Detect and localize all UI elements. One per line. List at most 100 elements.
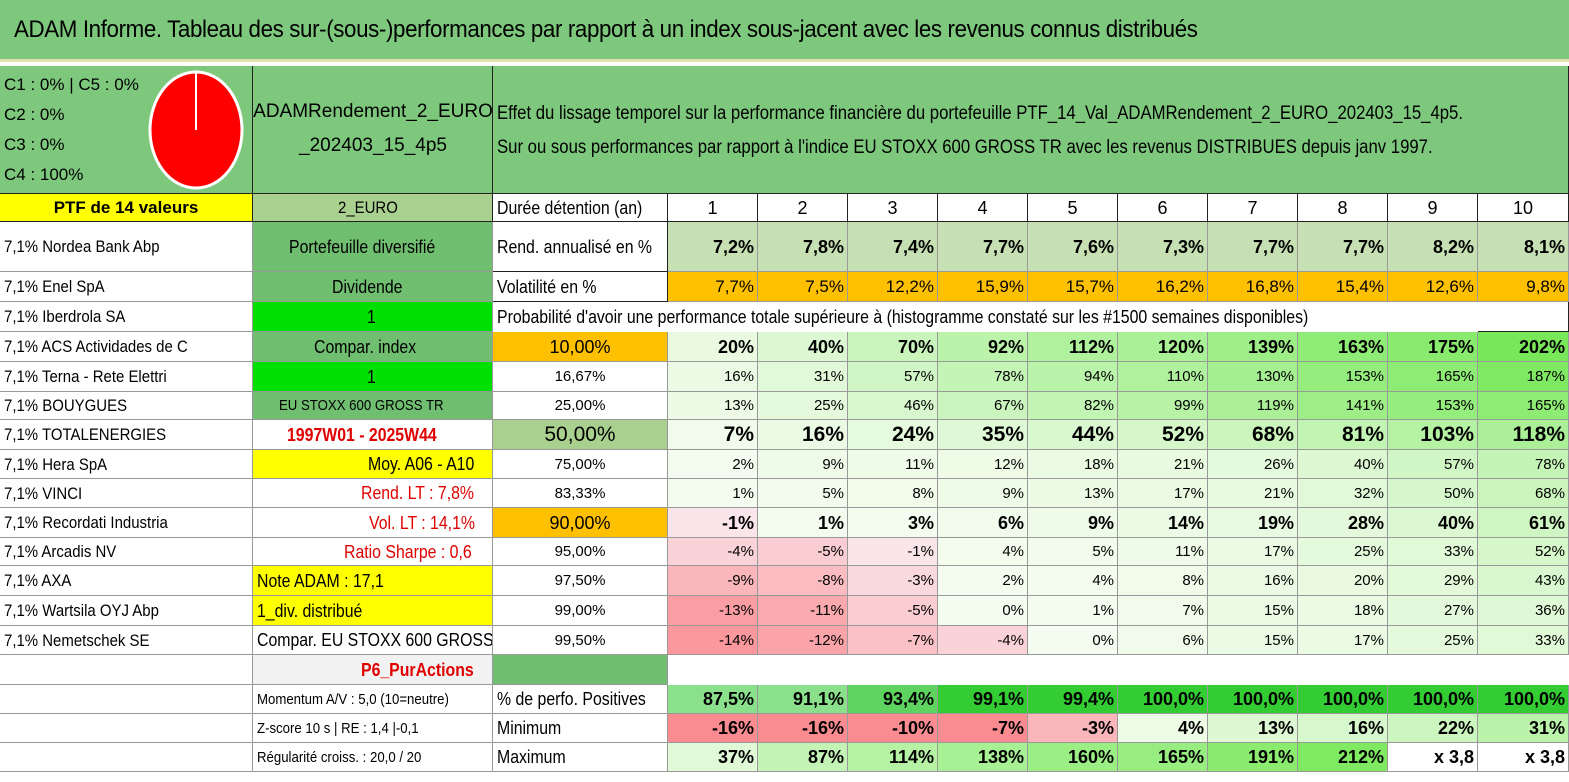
proba-value: 8% bbox=[1118, 566, 1208, 596]
proba-value: 68% bbox=[1208, 420, 1298, 450]
title-bar: ADAM Informe. Tableau des sur-(sous-)per… bbox=[0, 0, 1569, 62]
proba-value: 16% bbox=[668, 362, 758, 392]
proba-value: 18% bbox=[1028, 450, 1118, 479]
stat-label: Maximum bbox=[493, 743, 668, 772]
vol-value-text: 15,9% bbox=[975, 277, 1024, 296]
stat-value: -10% bbox=[848, 714, 938, 743]
allocation-pie-chart bbox=[148, 70, 244, 190]
stat-value: 138% bbox=[938, 743, 1028, 772]
stat-value: 99,4% bbox=[1028, 685, 1118, 714]
proba-value-text: 165% bbox=[1435, 368, 1474, 385]
year-header-text: 8 bbox=[1337, 197, 1348, 218]
stat-value-text: 100,0% bbox=[1142, 689, 1204, 709]
proba-value: 17% bbox=[1298, 626, 1388, 655]
proba-value-text: 141% bbox=[1345, 397, 1384, 414]
proba-value-text: -12% bbox=[808, 631, 844, 649]
stat-value: -16% bbox=[758, 714, 848, 743]
holding-row: 7,1% Nemetschek SE bbox=[0, 626, 253, 655]
proba-value: 57% bbox=[1388, 450, 1478, 479]
stat-value: x 3,8 bbox=[1388, 743, 1478, 772]
proba-value: 9% bbox=[938, 479, 1028, 508]
stat-value: x 3,8 bbox=[1478, 743, 1569, 772]
info-cell-text: 1_div. distribué bbox=[257, 600, 363, 621]
proba-value-text: 17% bbox=[1173, 484, 1204, 502]
rend-value-text: 7,2% bbox=[712, 236, 754, 257]
stat-value: -3% bbox=[1028, 714, 1118, 743]
stat-value-text: -16% bbox=[801, 718, 844, 738]
stat-value-text: -10% bbox=[891, 718, 934, 738]
info-cell-text: Ratio Sharpe : 0,6 bbox=[343, 541, 472, 562]
holding-row: 7,1% TOTALENERGIES bbox=[0, 420, 253, 450]
vol-value: 9,8% bbox=[1478, 272, 1569, 302]
proba-value-text: 26% bbox=[1263, 455, 1294, 473]
rend-value: 7,6% bbox=[1028, 222, 1118, 272]
stat-value-text: 99,4% bbox=[1062, 689, 1114, 709]
info-cell: 1_div. distribué bbox=[253, 596, 493, 626]
stat-value-text: 4% bbox=[1177, 718, 1204, 738]
proba-value: 57% bbox=[848, 362, 938, 392]
proba-value: 29% bbox=[1388, 566, 1478, 596]
holding-row: 7,1% Wartsila OYJ Abp bbox=[0, 596, 253, 626]
proba-value-text: 15% bbox=[1263, 602, 1294, 619]
stat-value: 16% bbox=[1298, 714, 1388, 743]
proba-value-text: 8% bbox=[912, 484, 934, 502]
proba-value: -5% bbox=[758, 538, 848, 566]
vol-value: 15,7% bbox=[1028, 272, 1118, 302]
info-cell-text: Vol. LT : 14,1% bbox=[368, 512, 475, 533]
rend-value-text: 7,7% bbox=[982, 236, 1024, 257]
proba-value-text: 1% bbox=[732, 484, 754, 502]
year-header: 8 bbox=[1298, 194, 1388, 222]
stat-value: 31% bbox=[1478, 714, 1569, 743]
rend-value: 7,7% bbox=[938, 222, 1028, 272]
proba-value: 43% bbox=[1478, 566, 1569, 596]
proba-value-text: 99% bbox=[1173, 397, 1204, 414]
proba-value: 52% bbox=[1478, 538, 1569, 566]
proba-value: -14% bbox=[668, 626, 758, 655]
proba-threshold: 95,00% bbox=[493, 538, 668, 566]
proba-value-text: 13% bbox=[1083, 484, 1114, 502]
proba-value-text: 8% bbox=[1182, 572, 1204, 589]
holding-row-text: 7,1% Terna - Rete Elettri bbox=[4, 367, 167, 386]
proba-value: 61% bbox=[1478, 508, 1569, 538]
proba-threshold-text: 83,33% bbox=[554, 484, 606, 502]
duration-label: Durée détention (an) bbox=[493, 194, 668, 222]
stat-value-text: 99,1% bbox=[972, 689, 1024, 709]
proba-value: 92% bbox=[938, 332, 1028, 362]
proba-threshold: 97,50% bbox=[493, 566, 668, 596]
info-cell-text: Régularité croiss. : 20,0 / 20 bbox=[257, 748, 422, 766]
proba-value: 119% bbox=[1208, 392, 1298, 420]
proba-value-text: 25% bbox=[1353, 543, 1384, 560]
proba-value: -3% bbox=[848, 566, 938, 596]
info-cell: P6_PurActions bbox=[253, 655, 493, 685]
proba-value-text: -1% bbox=[721, 512, 754, 533]
stat-value-text: 93,4% bbox=[882, 689, 934, 709]
holding-row-text: 7,1% VINCI bbox=[4, 483, 83, 503]
holding-row: 7,1% Terna - Rete Elettri bbox=[0, 362, 253, 392]
proba-title-text: Probabilité d'avoir une performance tota… bbox=[497, 307, 1309, 327]
proba-value: 153% bbox=[1388, 392, 1478, 420]
proba-value: 15% bbox=[1208, 596, 1298, 626]
proba-value-text: 24% bbox=[891, 423, 934, 446]
proba-value: 14% bbox=[1118, 508, 1208, 538]
proba-value: 50% bbox=[1388, 479, 1478, 508]
proba-value-text: 118% bbox=[1512, 423, 1565, 446]
proba-value: -13% bbox=[668, 596, 758, 626]
vol-value: 16,8% bbox=[1208, 272, 1298, 302]
proba-value: 5% bbox=[758, 479, 848, 508]
holding-row: 7,1% BOUYGUES bbox=[0, 392, 253, 420]
rend-value-text: 7,7% bbox=[1252, 236, 1294, 257]
description-line: Sur ou sous performances par rapport à l… bbox=[497, 138, 1433, 158]
stat-value-text: 37% bbox=[717, 747, 754, 767]
proba-value-text: 70% bbox=[897, 336, 934, 357]
proba-value-text: -4% bbox=[997, 631, 1024, 649]
proba-value-text: 119% bbox=[1256, 397, 1294, 414]
proba-value: 81% bbox=[1298, 420, 1388, 450]
stat-value: 87% bbox=[758, 743, 848, 772]
proba-value: 0% bbox=[938, 596, 1028, 626]
proba-value-text: 40% bbox=[1437, 512, 1474, 533]
stat-value-text: 13% bbox=[1257, 718, 1294, 738]
stat-value-text: 22% bbox=[1437, 718, 1474, 738]
stat-value: 100,0% bbox=[1388, 685, 1478, 714]
proba-value: 4% bbox=[1028, 566, 1118, 596]
proba-value: 6% bbox=[1118, 626, 1208, 655]
